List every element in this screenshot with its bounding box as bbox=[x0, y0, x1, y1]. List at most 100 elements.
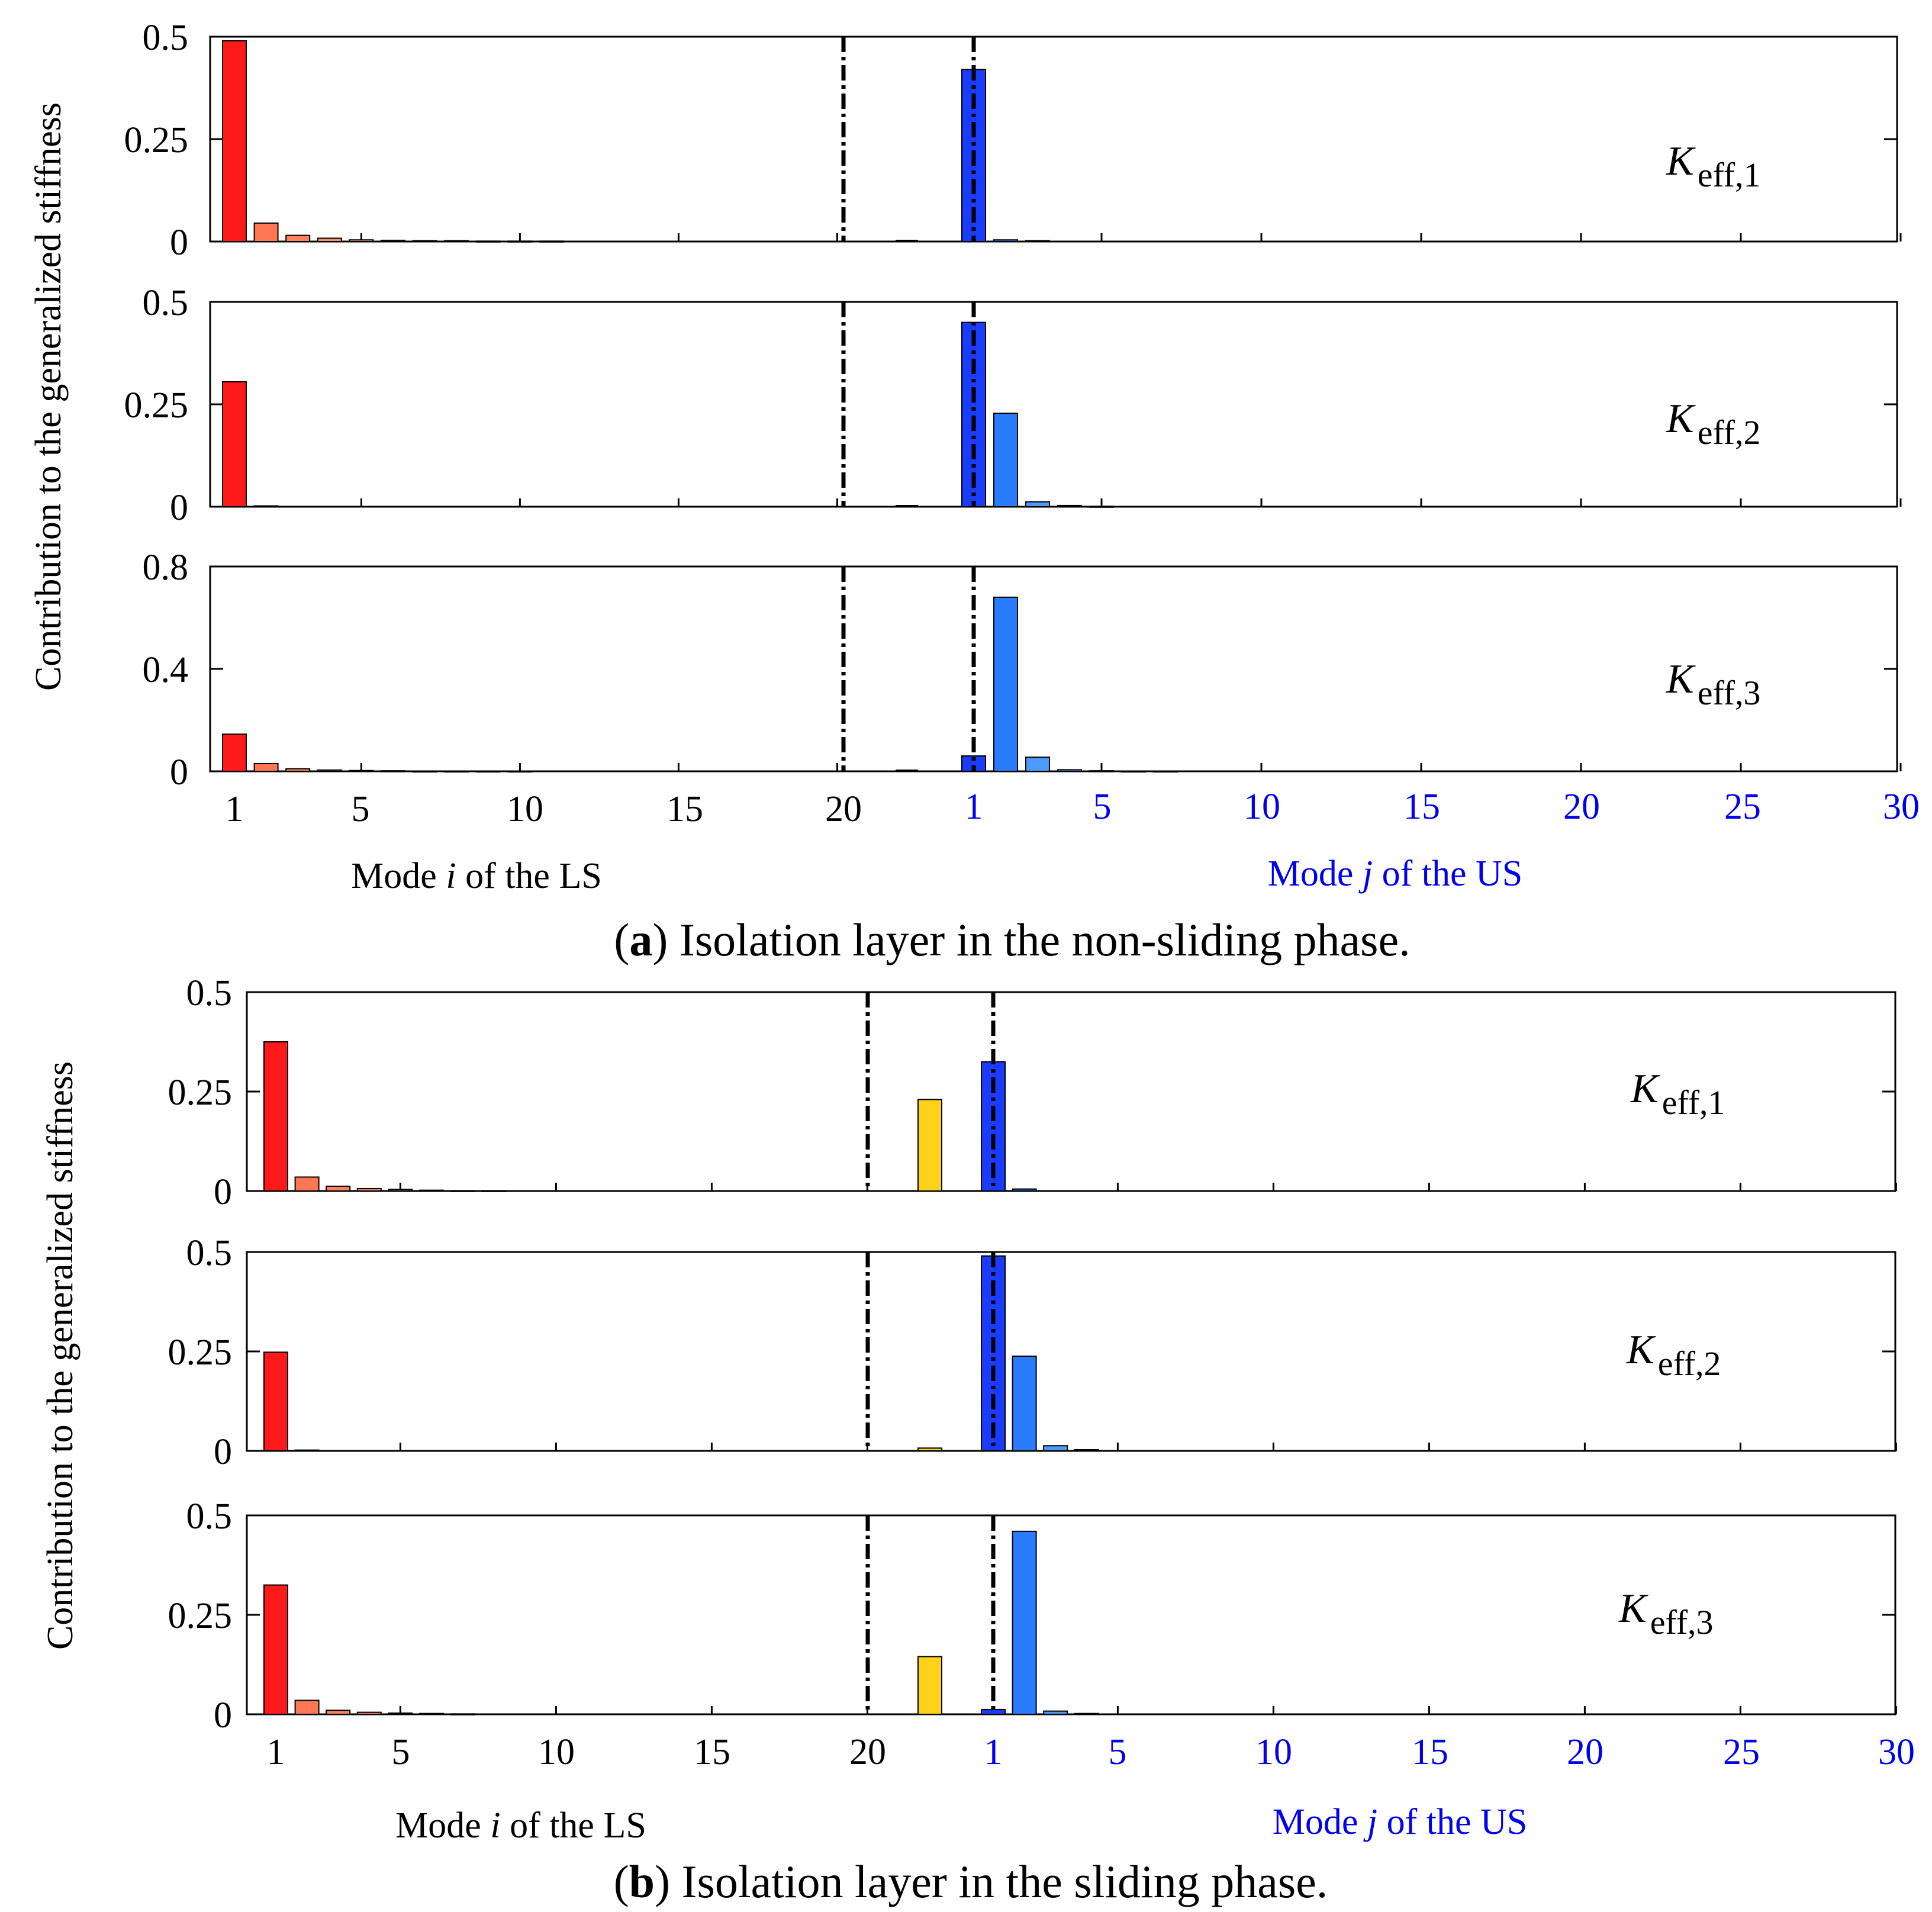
us-bar bbox=[1025, 501, 1050, 507]
ls-xtick: 1 bbox=[226, 789, 244, 829]
ls-bar bbox=[317, 769, 342, 772]
ls-bar bbox=[450, 1190, 475, 1192]
ytick-label: 0 bbox=[170, 488, 188, 528]
us-bar bbox=[993, 596, 1018, 772]
us-bar bbox=[1043, 1710, 1068, 1715]
isolation-bar bbox=[917, 1447, 942, 1451]
ytick-label: 0 bbox=[170, 223, 188, 263]
ls-xtick: 5 bbox=[392, 1732, 410, 1772]
ls-bar bbox=[263, 1041, 288, 1192]
ls-bar bbox=[412, 240, 437, 243]
ls-xtick: 10 bbox=[538, 1732, 575, 1772]
ls-bar bbox=[507, 770, 533, 773]
ls-xtick: 10 bbox=[507, 789, 543, 829]
zero-bar bbox=[896, 240, 918, 242]
ytick-label: 0.25 bbox=[168, 1596, 233, 1636]
us-xtick: 1 bbox=[965, 787, 983, 827]
ls-bar bbox=[253, 763, 279, 772]
ytick-label: 0 bbox=[214, 1172, 232, 1212]
us-xtick: 15 bbox=[1412, 1732, 1448, 1772]
us-axis-label: Mode j of the US bbox=[1268, 854, 1523, 894]
ytick-label: 0.5 bbox=[143, 18, 189, 58]
ls-bar bbox=[475, 770, 501, 773]
us-axis-label: Mode j of the US bbox=[1273, 1802, 1528, 1842]
isolation-bar bbox=[917, 1656, 942, 1715]
ls-bar bbox=[253, 222, 279, 242]
ytick-label: 0.25 bbox=[124, 120, 189, 160]
us-bar bbox=[1057, 504, 1082, 508]
ls-bar bbox=[356, 1711, 382, 1715]
panel-a: Contribution to the generalized stiffnes… bbox=[28, 18, 1920, 965]
ls-bar bbox=[326, 1185, 351, 1192]
ytick-label: 0.4 bbox=[143, 650, 189, 690]
us-bar bbox=[1043, 1445, 1068, 1451]
ls-bar bbox=[356, 1187, 382, 1192]
ls-bar bbox=[444, 770, 469, 773]
us-xtick: 15 bbox=[1403, 787, 1440, 827]
ytick-label: 0 bbox=[170, 752, 188, 793]
ls-bar bbox=[539, 240, 564, 243]
panel-a-xticks: 1 5 10 15 20 1 5 10 15 20 25 30 bbox=[226, 787, 1920, 829]
us-bar bbox=[981, 1708, 1006, 1715]
panel-b-caption: (b) Isolation layer in the sliding phase… bbox=[614, 1856, 1328, 1907]
ls-bar bbox=[481, 1190, 507, 1192]
plot-frame bbox=[246, 1514, 1896, 1715]
ytick-label: 0.5 bbox=[186, 973, 233, 1013]
plot-frame bbox=[209, 301, 1898, 508]
ls-bar bbox=[381, 239, 405, 243]
us-xtick: 10 bbox=[1244, 787, 1280, 827]
ls-bar bbox=[263, 1351, 288, 1451]
ytick-label: 0.25 bbox=[168, 1332, 233, 1373]
panel-a-ylabel: Contribution to the generalized stiffnes… bbox=[28, 102, 69, 691]
us-bar bbox=[1025, 240, 1050, 243]
us-xtick: 25 bbox=[1723, 1732, 1760, 1772]
ls-bar bbox=[263, 1584, 288, 1715]
ls-bar bbox=[349, 239, 374, 242]
us-xtick: 20 bbox=[1563, 787, 1600, 827]
zero-bar bbox=[896, 770, 918, 772]
us-xtick: 30 bbox=[1878, 1732, 1915, 1772]
ls-bar bbox=[381, 770, 405, 772]
us-bar bbox=[1089, 506, 1114, 508]
us-bar bbox=[1012, 1530, 1037, 1715]
plot-frame bbox=[209, 36, 1898, 243]
ls-axis-label: Mode i of the LS bbox=[351, 856, 602, 896]
us-xtick: 20 bbox=[1567, 1732, 1603, 1772]
us-xtick: 5 bbox=[1109, 1732, 1127, 1772]
panel-b: Contribution to the generalized stiffnes… bbox=[40, 973, 1915, 1907]
ls-axis-label: Mode i of the LS bbox=[395, 1805, 646, 1846]
us-bar bbox=[1153, 770, 1178, 773]
us-bar bbox=[1057, 769, 1082, 772]
ls-xtick: 20 bbox=[849, 1732, 886, 1772]
ytick-label: 0.25 bbox=[168, 1073, 233, 1113]
ls-bar bbox=[294, 1176, 320, 1192]
ytick-label: 0 bbox=[214, 1695, 232, 1736]
us-bar bbox=[1025, 757, 1050, 772]
ytick-label: 0.5 bbox=[186, 1233, 233, 1273]
us-bar bbox=[1012, 1356, 1037, 1451]
ls-bar bbox=[507, 240, 533, 243]
us-bar bbox=[1012, 1188, 1037, 1192]
us-bar bbox=[1074, 1713, 1099, 1715]
ls-bar bbox=[419, 1713, 444, 1715]
ls-bar bbox=[222, 733, 247, 772]
us-bar bbox=[993, 239, 1018, 242]
ytick-label: 0.8 bbox=[143, 548, 189, 588]
isolation-bar bbox=[917, 1099, 942, 1192]
ls-bar bbox=[475, 240, 501, 243]
ls-xtick: 1 bbox=[267, 1732, 285, 1772]
ls-bar bbox=[388, 1189, 413, 1192]
us-bar bbox=[1089, 770, 1114, 772]
ls-bar bbox=[285, 768, 311, 772]
